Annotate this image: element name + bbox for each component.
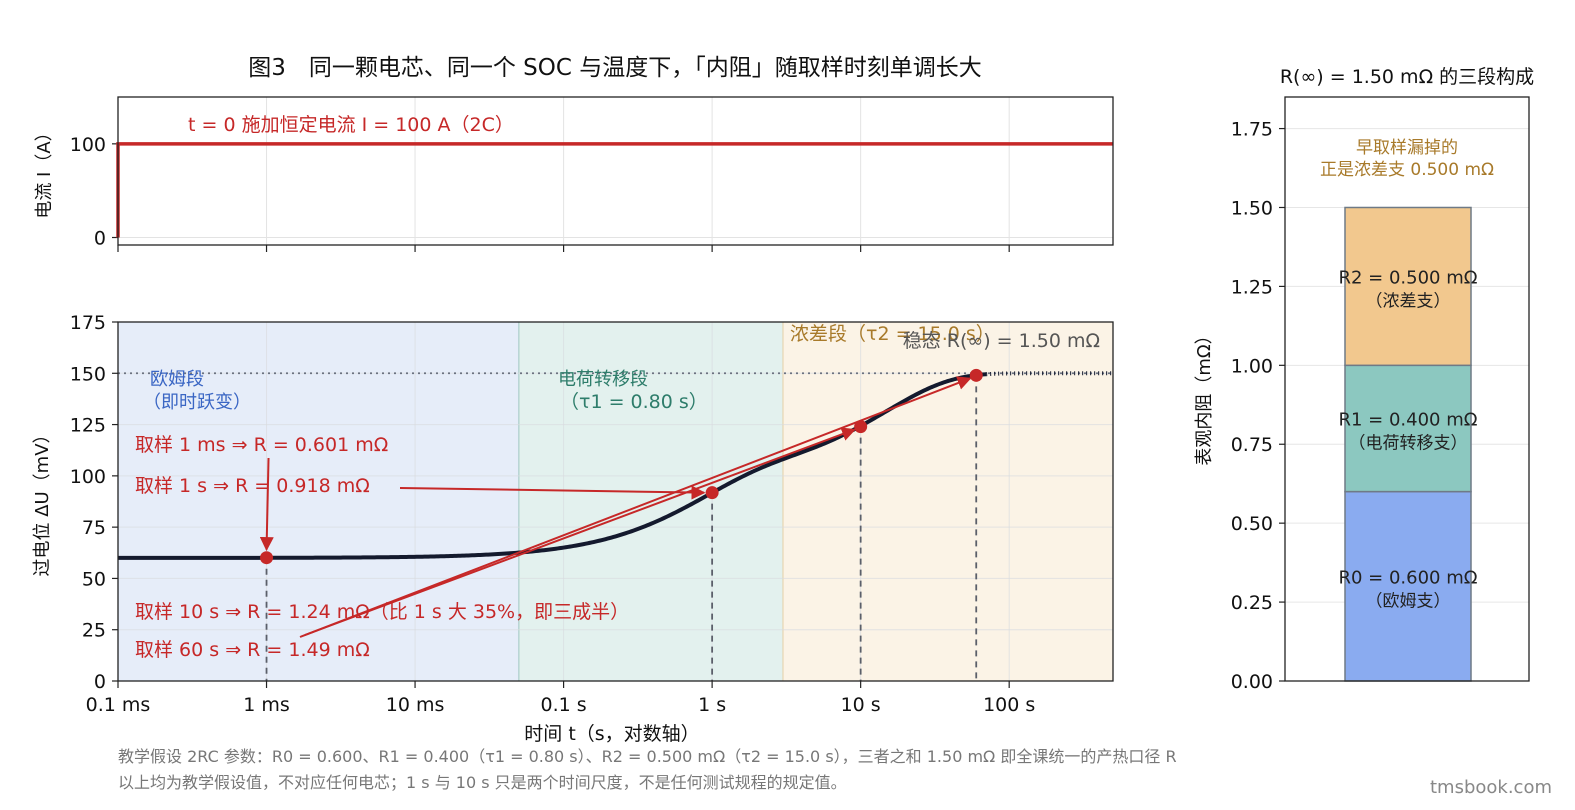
region-diffusion-label: 浓差段（τ2 = 15.0 s） <box>790 323 995 345</box>
watermark: tmsbook.com <box>1430 777 1552 798</box>
composition-y-tick-label-1: 0.25 <box>1231 592 1273 614</box>
composition-bar <box>1344 206 1472 682</box>
voltage-y-tick-label-4: 100 <box>70 466 106 488</box>
composition-y-ticks: 0.00 0.25 0.50 0.75 1.00 1.25 1.50 1.75 <box>1231 119 1285 693</box>
composition-labels: R0 = 0.600 mΩ （欧姆支） R1 = 0.400 mΩ （电荷转移支） R2… <box>1338 267 1477 611</box>
sample-points <box>260 368 983 565</box>
bar-sublabel-r0: （欧姆支） <box>1366 591 1451 611</box>
composition-y-tick-label-5: 1.25 <box>1231 276 1273 298</box>
voltage-x-tick-label-4: 1 s <box>698 694 726 716</box>
bar-segment-r1 <box>1344 364 1472 493</box>
composition-plot-frame <box>1284 96 1530 682</box>
bar-label-r1: R1 = 0.400 mΩ <box>1338 409 1477 430</box>
sample-point-1 <box>705 486 719 500</box>
sample-label-1s: 取样 1 s ⇒ R = 0.918 mΩ <box>135 475 370 497</box>
region-diffusion-band <box>782 322 1113 681</box>
arrow-sample-1s <box>399 485 706 500</box>
current-y-axis-label: 电流 I（A） <box>34 123 55 218</box>
region-ohmic-band <box>118 322 519 681</box>
overpotential-curve-tail <box>986 371 1113 377</box>
composition-y-tick-label-6: 1.50 <box>1231 197 1273 219</box>
voltage-y-axis-label: 过电位 ΔU（mV） <box>32 425 53 576</box>
voltage-x-tick-label-1: 1 ms <box>243 694 290 716</box>
voltage-plot-frame <box>117 321 1114 682</box>
composition-panel: R(∞) = 1.50 mΩ 的三段构成 R0 = 0.600 mΩ（欧姆支）R… <box>1194 66 1534 693</box>
voltage-x-tick-label-3: 0.1 s <box>541 694 587 716</box>
composition-y-tick-label-3: 0.75 <box>1231 434 1273 456</box>
sample-label-1ms: 取样 1 ms ⇒ R = 0.601 mΩ <box>135 434 388 456</box>
composition-y-tick-label-2: 0.50 <box>1231 513 1273 535</box>
voltage-x-ticks: 0.1 ms 1 ms 10 ms 0.1 s 1 s 10 s 100 s <box>86 681 1035 716</box>
bar-label-r0: R0 = 0.600 mΩ <box>1338 567 1477 588</box>
current-y-ticks: 0 100 <box>70 134 118 250</box>
bar-segment-r2 <box>1344 206 1472 367</box>
voltage-x-tick-label-5: 10 s <box>841 694 881 716</box>
current-panel: 0 100 t = 0 施加恒定电流 I = 100 A（2C） 电流 I（A） <box>34 96 1114 252</box>
voltage-y-tick-label-5: 125 <box>70 415 106 437</box>
voltage-x-tick-label-6: 100 s <box>983 694 1035 716</box>
region-charge-sublabel: （τ1 = 0.80 s） <box>560 391 708 413</box>
voltage-x-tick-label-0: 0.1 ms <box>86 694 151 716</box>
voltage-y-tick-label-1: 25 <box>82 620 106 642</box>
composition-y-tick-label-4: 1.00 <box>1231 355 1273 377</box>
sample-label-10s: 取样 10 s ⇒ R = 1.24 mΩ（比 1 s 大 35%，即三成半） <box>135 601 629 623</box>
region-ohmic-label: 欧姆段 <box>150 369 204 390</box>
arrow-sample-1ms <box>259 457 274 552</box>
sample-point-3 <box>969 368 983 382</box>
composition-y-tick-label-0: 0.00 <box>1231 671 1273 693</box>
composition-y-tick-label-7: 1.75 <box>1231 119 1273 141</box>
voltage-y-tick-label-0: 0 <box>94 671 106 693</box>
composition-note-line-2: 正是浓差支 0.500 mΩ <box>1320 160 1494 180</box>
voltage-x-tick-label-2: 10 ms <box>386 694 445 716</box>
current-y-tick-label-1: 100 <box>70 134 106 156</box>
bar-segment-r0 <box>1344 490 1472 682</box>
current-x-ticks <box>117 245 1010 252</box>
bar-label-r2: R2 = 0.500 mΩ <box>1338 267 1477 288</box>
footnote-line-1: 教学假设 2RC 参数：R0 = 0.600、R1 = 0.400（τ1 = 0… <box>118 747 1177 766</box>
voltage-y-tick-label-2: 50 <box>82 568 106 590</box>
voltage-y-tick-label-3: 75 <box>82 517 106 539</box>
sample-point-0 <box>260 551 274 565</box>
footnote-line-2: 以上均为教学假设值，不对应任何电芯；1 s 与 10 s 只是两个时间尺度，不是… <box>118 773 847 792</box>
sample-label-60s: 取样 60 s ⇒ R = 1.49 mΩ <box>135 639 370 661</box>
region-ohmic-sublabel: （即时跃变） <box>143 392 251 413</box>
current-plot-frame <box>117 96 1114 246</box>
bar-sublabel-r2: （浓差支） <box>1366 291 1451 311</box>
sample-drop-lines <box>265 375 978 681</box>
sample-point-2 <box>854 420 868 434</box>
voltage-y-tick-label-7: 175 <box>70 312 106 334</box>
current-series-line <box>116 142 1113 238</box>
voltage-y-tick-label-6: 150 <box>70 363 106 385</box>
voltage-panel: 欧姆段 （即时跃变） 电荷转移段 （τ1 = 0.80 s） 浓差段（τ2 = … <box>32 312 1114 745</box>
figure-title: 图3 同一颗电芯、同一个 SOC 与温度下，「内阻」随取样时刻单调长大 <box>248 55 982 81</box>
voltage-y-ticks: 0 25 50 75 100 125 150 175 <box>70 312 118 693</box>
composition-y-axis-label: 表观内阻（mΩ） <box>1194 326 1215 465</box>
current-y-tick-label-0: 0 <box>94 228 106 250</box>
region-charge-label: 电荷转移段 <box>558 369 648 390</box>
composition-title: R(∞) = 1.50 mΩ 的三段构成 <box>1280 66 1534 88</box>
voltage-x-axis-label: 时间 t（s，对数轴） <box>524 723 699 745</box>
bar-sublabel-r1: （电荷转移支） <box>1349 433 1468 453</box>
current-annotation: t = 0 施加恒定电流 I = 100 A（2C） <box>188 114 514 136</box>
composition-note-line-1: 早取样漏掉的 <box>1356 138 1458 158</box>
steady-state-label: 稳态 R(∞) = 1.50 mΩ <box>903 330 1100 352</box>
